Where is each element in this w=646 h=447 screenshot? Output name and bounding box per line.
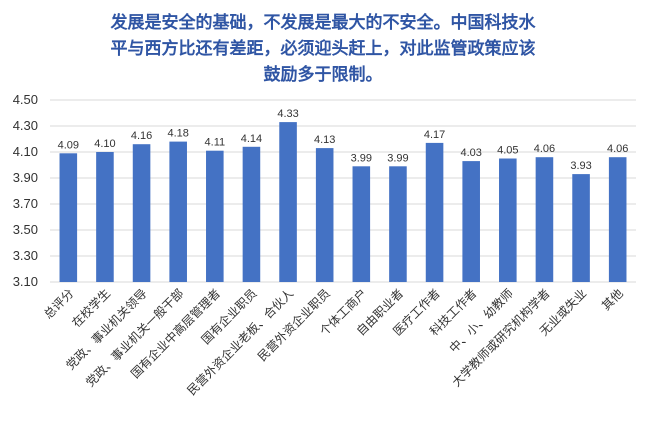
data-label: 4.05 — [497, 145, 518, 157]
bar — [352, 166, 371, 282]
y-tick-label: 3.70 — [13, 196, 38, 211]
y-tick-label: 3.30 — [13, 248, 38, 263]
y-tick-label: 3.10 — [13, 274, 38, 289]
bar — [206, 150, 224, 282]
y-tick-label: 3.50 — [13, 222, 38, 237]
data-label: 3.99 — [351, 152, 372, 164]
data-label: 4.14 — [241, 133, 262, 145]
data-label: 4.06 — [607, 143, 628, 155]
chart-title-line-1: 发展是安全的基础，不发展是最大的不安全。中国科技水 — [110, 13, 536, 33]
y-tick-label: 4.30 — [13, 118, 38, 133]
chart-title-line-2: 平与西方比还有差距，必须迎头赶上，对此监管政策应该 — [110, 39, 536, 59]
x-tick-label: 其他 — [599, 286, 626, 313]
data-label: 4.17 — [424, 129, 445, 141]
y-tick-label: 4.50 — [13, 92, 38, 107]
bar — [425, 142, 444, 282]
bar — [462, 161, 480, 282]
bar — [242, 146, 261, 282]
data-label: 4.13 — [314, 134, 335, 146]
data-label: 4.33 — [277, 108, 298, 120]
data-label: 3.99 — [387, 152, 408, 164]
bar — [389, 166, 407, 282]
data-label: 3.93 — [570, 160, 591, 172]
bar — [499, 158, 517, 282]
bar — [315, 148, 334, 282]
y-tick-label: 4.10 — [13, 144, 38, 159]
bar — [572, 174, 590, 282]
data-label: 4.06 — [534, 143, 555, 155]
bar — [169, 141, 187, 282]
x-tick-label: 总评分 — [41, 286, 76, 321]
bar — [608, 157, 627, 282]
data-label: 4.11 — [205, 137, 226, 149]
y-tick-label: 3.90 — [13, 170, 38, 185]
chart-title-line-3: 鼓励多于限制。 — [263, 65, 383, 85]
x-tick-label: 中、小、幼教师 — [446, 286, 516, 356]
bar — [132, 144, 151, 282]
bar — [96, 152, 114, 282]
data-label: 4.09 — [58, 139, 79, 151]
data-label: 4.18 — [167, 128, 188, 140]
data-label: 4.03 — [460, 147, 481, 159]
data-label: 4.10 — [94, 138, 115, 150]
bar — [535, 157, 554, 282]
data-label: 4.16 — [131, 130, 152, 142]
bar — [59, 153, 78, 282]
bar — [279, 122, 297, 282]
